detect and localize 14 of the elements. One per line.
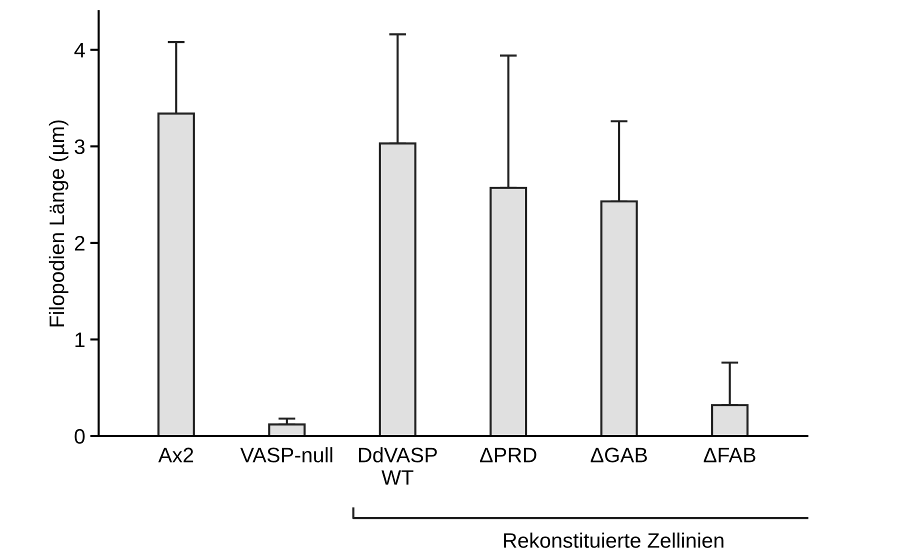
y-tick-label: 0 — [74, 429, 85, 444]
x-tick-label: ΔGAB — [590, 448, 647, 462]
x-tick-label: ΔFAB — [704, 448, 756, 462]
y-axis-title: Filopodien Länge (µm) — [48, 120, 68, 326]
y-tick-label: 4 — [74, 43, 85, 58]
y-tick-label: 1 — [75, 332, 84, 348]
x-tick-label: VASP-null — [240, 447, 332, 462]
x-tick-label: Ax2 — [158, 448, 194, 462]
bar — [268, 423, 306, 436]
y-tick-label: 2 — [74, 236, 84, 250]
text: Rekonstituierte Zellinien — [504, 532, 724, 548]
x-tick-label: DdVASP WT — [358, 447, 437, 485]
x-tick-label: ΔPRD — [480, 448, 536, 462]
y-tick-label: 3 — [74, 139, 85, 154]
